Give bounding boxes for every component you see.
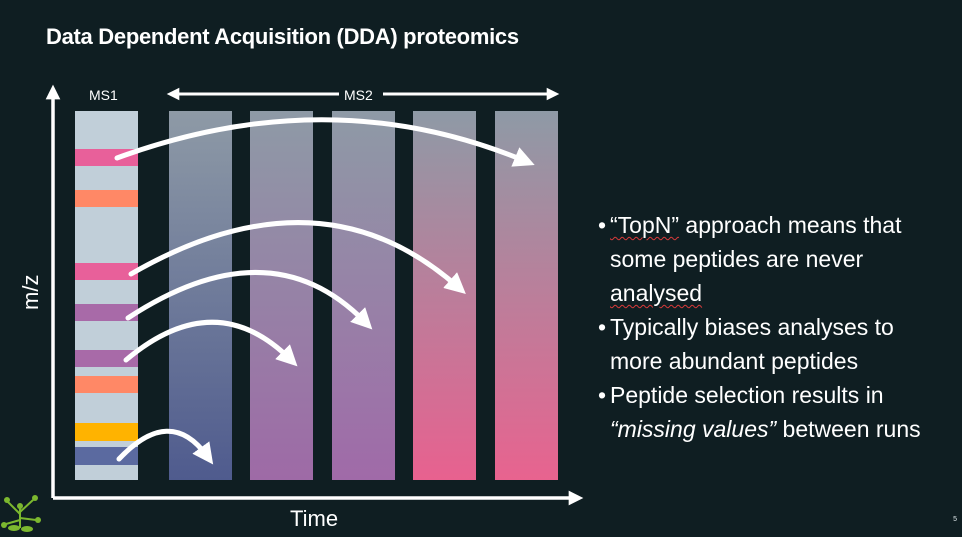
leaf-logo-icon	[1, 495, 41, 532]
ms2-column	[413, 111, 476, 480]
bullet-text: Peptide selection results in	[610, 382, 884, 408]
bullet-text: approach means that some peptides are ne…	[610, 212, 902, 272]
selection-arrow	[114, 117, 535, 167]
ms2-column	[169, 111, 232, 480]
selection-arrow	[128, 220, 466, 294]
bullet-item: Typically biases analyses to more abunda…	[598, 310, 950, 378]
slide-title: Data Dependent Acquisition (DDA) proteom…	[46, 24, 519, 49]
bullet-list: “TopN” approach means that some peptides…	[598, 208, 950, 446]
ms2-column	[250, 111, 313, 480]
bullet-text: analysed	[610, 280, 703, 306]
ms2-column	[495, 111, 558, 480]
selection-arrow	[125, 270, 373, 330]
ms1-band	[75, 447, 138, 465]
selection-arrows	[114, 117, 535, 465]
y-axis-label: m/z	[18, 275, 43, 310]
ms1-band	[75, 149, 138, 166]
x-axis-label: Time	[290, 506, 338, 531]
selection-arrow	[123, 319, 298, 367]
bullet-item: “TopN” approach means that some peptides…	[598, 208, 950, 310]
ms2-column	[332, 111, 395, 480]
selection-arrow	[116, 428, 214, 465]
bullet-text: Typically biases analyses to more abunda…	[610, 314, 894, 374]
bullet-text: “missing values”	[610, 416, 777, 442]
bullet-text: “TopN”	[610, 212, 680, 238]
ms2-columns	[169, 111, 558, 480]
bullet-item: Peptide selection results in “missing va…	[598, 378, 950, 446]
ms1-band	[75, 263, 138, 280]
ms1-band	[75, 190, 138, 207]
ms1-band	[75, 304, 138, 321]
ms1-label: MS1	[89, 87, 118, 103]
page-number: 5	[953, 516, 957, 523]
ms2-label: MS2	[344, 87, 373, 103]
ms1-band	[75, 350, 138, 367]
bullet-text: between runs	[776, 416, 921, 442]
ms1-band	[75, 376, 138, 393]
ms1-column	[75, 111, 138, 480]
ms1-band	[75, 423, 138, 441]
